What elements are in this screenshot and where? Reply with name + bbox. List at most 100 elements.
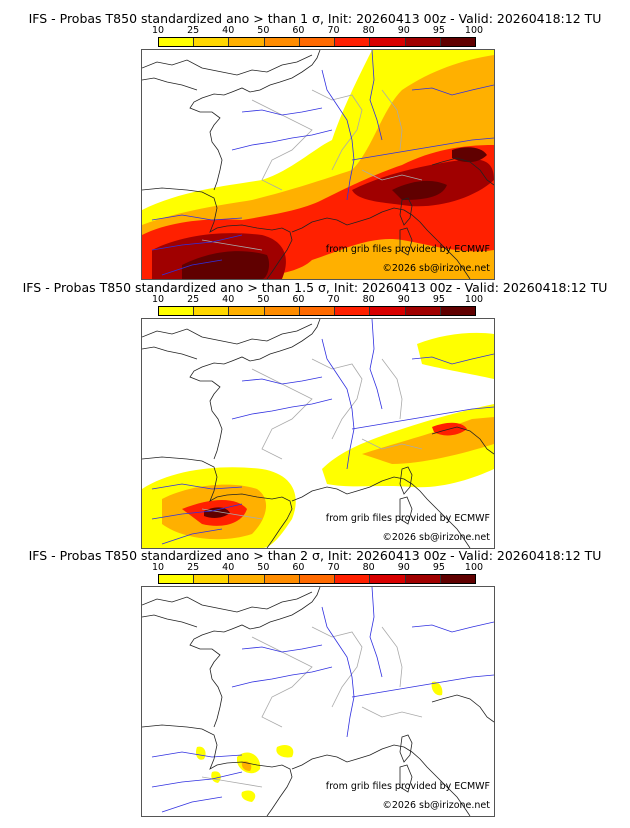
map-canvas	[142, 319, 494, 548]
river	[231, 666, 333, 688]
panel-title: IFS - Probas T850 standardized ano > tha…	[28, 11, 602, 26]
colorbar-segment	[335, 307, 371, 315]
admin-border	[251, 99, 313, 191]
admin-border	[361, 438, 423, 450]
river	[151, 214, 243, 221]
colorbar-tick-label: 70	[327, 294, 340, 305]
colorbar-tick-label: 25	[187, 294, 200, 305]
coastline	[431, 157, 494, 186]
source-credit: from grib files provided by ECMWF	[325, 513, 490, 524]
admin-border	[311, 358, 363, 440]
colorbar-tick-label: 95	[432, 294, 445, 305]
river	[241, 376, 323, 385]
colorbar-tick-label: 70	[327, 562, 340, 573]
colorbar-segment	[405, 575, 441, 583]
colorbar-tick-label: 10	[151, 294, 165, 305]
colorbar-segment	[159, 575, 195, 583]
colorbar-tick-label: 60	[292, 562, 305, 573]
colorbar	[158, 574, 476, 584]
colorbar-segment	[229, 307, 265, 315]
colorbar-tick-label: 60	[292, 294, 305, 305]
source-credit: from grib files provided by ECMWF	[325, 244, 490, 255]
colorbar-segment	[264, 307, 300, 315]
admin-border	[201, 776, 263, 788]
colorbar-tick-label: 10	[151, 562, 165, 573]
coastline	[431, 426, 494, 455]
river	[369, 319, 383, 410]
colorbar-segment	[159, 307, 195, 315]
colorbar-segment	[370, 575, 406, 583]
colorbar-labels: 10 25 40 50 60 70 80 90 95 100	[149, 26, 489, 36]
probability-contour	[182, 147, 487, 279]
coastline	[189, 319, 321, 460]
admin-border	[361, 706, 423, 718]
colorbar-tick-label: 90	[397, 25, 410, 36]
coastline	[291, 744, 471, 816]
river	[369, 587, 383, 678]
colorbar-tick-label: 95	[432, 562, 445, 573]
source-credit: from grib files provided by ECMWF	[325, 781, 490, 792]
colorbar-tick-label: 100	[464, 562, 484, 573]
panel-1: IFS - Probas T850 standardized ano > tha…	[0, 11, 630, 281]
colorbar-segment	[370, 307, 406, 315]
coastline	[142, 591, 313, 628]
river	[161, 259, 223, 276]
colorbar-segment	[440, 575, 475, 583]
admin-border	[311, 89, 363, 171]
colorbar-tick-label: 100	[464, 25, 484, 36]
panel-title: IFS - Probas T850 standardized ano > tha…	[28, 548, 602, 563]
river	[351, 406, 494, 430]
admin-border	[311, 626, 363, 708]
panel-2: IFS - Probas T850 standardized ano > tha…	[0, 280, 630, 550]
colorbar-tick-label: 50	[257, 294, 270, 305]
colorbar	[158, 306, 476, 316]
river	[231, 129, 333, 151]
colorbar-tick-label: 90	[397, 294, 410, 305]
probability-map: from grib files provided by ECMWF ©2026 …	[141, 586, 495, 817]
coastline	[142, 323, 313, 360]
colorbar-tick-label: 80	[362, 25, 375, 36]
colorbar-segment	[264, 38, 300, 46]
river	[369, 50, 383, 141]
colorbar-tick-label: 40	[222, 562, 235, 573]
colorbar-segment	[299, 38, 336, 46]
river	[321, 69, 355, 201]
island-outline	[399, 197, 413, 256]
river	[161, 528, 223, 545]
colorbar-tick-label: 40	[222, 25, 235, 36]
colorbar-tick-label: 70	[327, 25, 340, 36]
colorbar-segment	[440, 307, 475, 315]
island-outline	[399, 734, 413, 793]
river	[321, 338, 355, 470]
colorbar-segment	[299, 307, 336, 315]
colorbar-tick-label: 80	[362, 562, 375, 573]
colorbar-tick-label: 90	[397, 562, 410, 573]
coastline	[291, 207, 471, 279]
copyright-credit: ©2026 sb@irizone.net	[382, 263, 490, 274]
panel-title: IFS - Probas T850 standardized ano > tha…	[22, 280, 608, 295]
coastline	[189, 50, 321, 191]
river	[411, 84, 494, 96]
panel-3: IFS - Probas T850 standardized ano > tha…	[0, 548, 630, 818]
river	[411, 621, 494, 633]
colorbar-tick-label: 40	[222, 294, 235, 305]
colorbar-tick-label: 60	[292, 25, 305, 36]
colorbar-labels: 10 25 40 50 60 70 80 90 95 100	[149, 563, 489, 573]
colorbar-segment	[159, 38, 195, 46]
admin-border	[251, 368, 313, 460]
coastline	[142, 187, 293, 279]
admin-border	[381, 358, 403, 420]
admin-border	[251, 636, 313, 728]
colorbar-tick-label: 95	[432, 25, 445, 36]
copyright-credit: ©2026 sb@irizone.net	[382, 532, 490, 543]
admin-border	[361, 169, 423, 181]
colorbar-segment	[335, 575, 371, 583]
coastline	[142, 54, 313, 91]
coastline	[291, 476, 471, 548]
river	[241, 644, 323, 653]
colorbar-segment	[440, 38, 475, 46]
colorbar-tick-label: 25	[187, 562, 200, 573]
colorbar-segment	[264, 575, 300, 583]
colorbar-segment	[194, 38, 230, 46]
island-outline	[399, 466, 413, 525]
